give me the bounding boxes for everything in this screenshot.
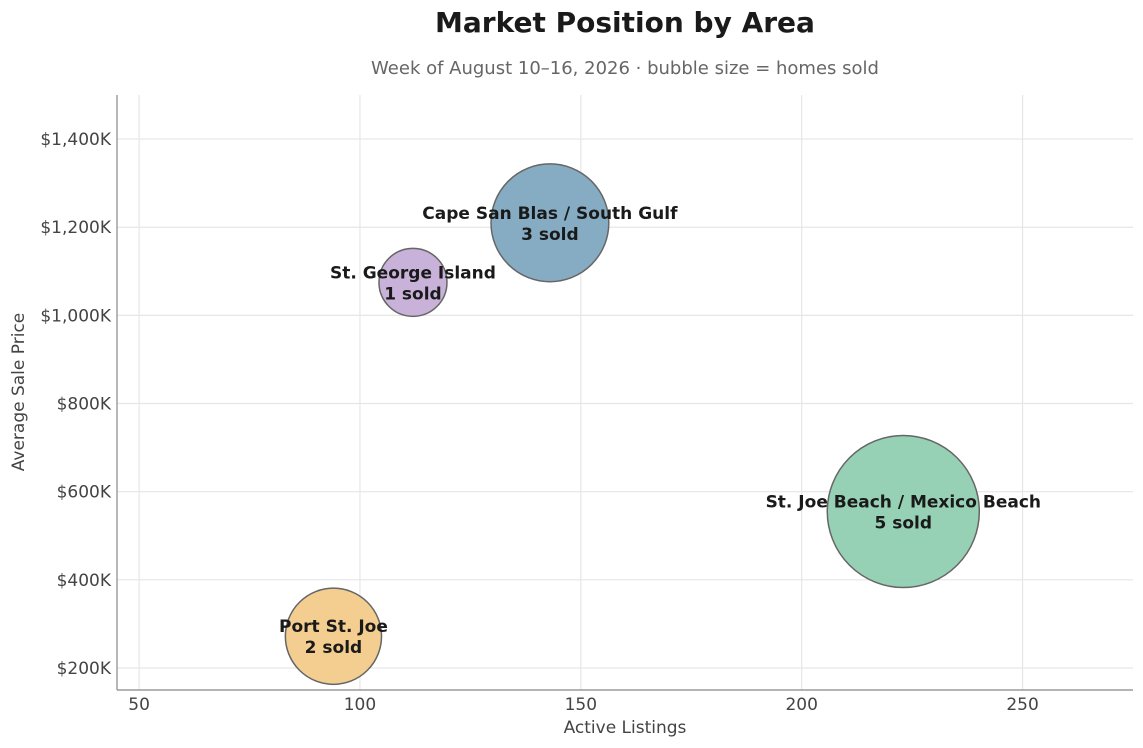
- bubble-area-label: Cape San Blas / South Gulf: [422, 204, 678, 224]
- bubble-area-label: St. George Island: [330, 263, 496, 283]
- x-tick-label: 150: [565, 695, 597, 715]
- y-tick-label: $1,200K: [40, 218, 111, 238]
- chart-subtitle: Week of August 10–16, 2026 · bubble size…: [371, 58, 879, 79]
- y-tick-label: $1,000K: [40, 306, 111, 326]
- bubble-sold-label: 3 sold: [521, 225, 579, 245]
- y-tick-label: $200K: [57, 659, 112, 679]
- y-tick-label: $600K: [57, 483, 112, 503]
- bubble: [284, 587, 383, 686]
- y-tick-label: $800K: [57, 395, 112, 415]
- x-tick-label: 250: [1006, 695, 1038, 715]
- chart-title: Market Position by Area: [435, 6, 815, 39]
- x-tick-label: 50: [128, 695, 150, 715]
- grid-lines: [117, 95, 1133, 690]
- bubble-sold-label: 1 sold: [384, 284, 442, 304]
- bubble: [490, 163, 610, 283]
- y-tick-label: $1,400K: [40, 130, 111, 150]
- bubble: [378, 247, 448, 318]
- bubble-sold-label: 2 sold: [305, 638, 363, 658]
- x-tick-label: 100: [344, 695, 376, 715]
- axis-ticks: 50 100 150 200 250 $200K $400K $600K $800K $1,000…: [40, 130, 1038, 715]
- x-tick-label: 200: [785, 695, 817, 715]
- bubble-area-label: St. Joe Beach / Mexico Beach: [766, 493, 1041, 513]
- y-tick-label: $400K: [57, 571, 112, 591]
- bubble-area-label: Port St. Joe: [279, 617, 388, 637]
- y-axis-label: Average Sale Price: [9, 313, 29, 471]
- bubble: [826, 434, 981, 589]
- bubble-sold-label: 5 sold: [875, 514, 933, 534]
- x-axis-label: Active Listings: [564, 718, 687, 738]
